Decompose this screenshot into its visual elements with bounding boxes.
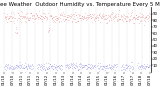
Title: Milwaukee Weather  Outdoor Humidity vs. Temperature Every 5 Minutes: Milwaukee Weather Outdoor Humidity vs. T… — [0, 2, 160, 7]
